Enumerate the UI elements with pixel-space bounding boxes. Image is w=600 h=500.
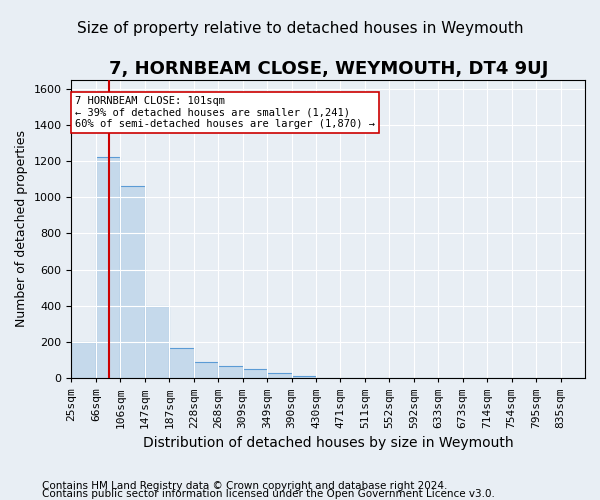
Text: Contains public sector information licensed under the Open Government Licence v3: Contains public sector information licen… bbox=[42, 489, 495, 499]
X-axis label: Distribution of detached houses by size in Weymouth: Distribution of detached houses by size … bbox=[143, 436, 514, 450]
Bar bbox=[267, 372, 292, 378]
Bar bbox=[194, 362, 218, 378]
Text: Size of property relative to detached houses in Weymouth: Size of property relative to detached ho… bbox=[77, 20, 523, 36]
Bar bbox=[145, 306, 169, 378]
Title: 7, HORNBEAM CLOSE, WEYMOUTH, DT4 9UJ: 7, HORNBEAM CLOSE, WEYMOUTH, DT4 9UJ bbox=[109, 60, 548, 78]
Text: Contains HM Land Registry data © Crown copyright and database right 2024.: Contains HM Land Registry data © Crown c… bbox=[42, 481, 448, 491]
Y-axis label: Number of detached properties: Number of detached properties bbox=[15, 130, 28, 328]
Text: 7 HORNBEAM CLOSE: 101sqm
← 39% of detached houses are smaller (1,241)
60% of sem: 7 HORNBEAM CLOSE: 101sqm ← 39% of detach… bbox=[75, 96, 375, 129]
Bar bbox=[96, 158, 121, 378]
Bar bbox=[292, 376, 316, 378]
Bar bbox=[242, 369, 267, 378]
Bar bbox=[121, 186, 145, 378]
Bar bbox=[71, 342, 96, 378]
Bar bbox=[169, 348, 194, 378]
Bar bbox=[218, 366, 242, 378]
